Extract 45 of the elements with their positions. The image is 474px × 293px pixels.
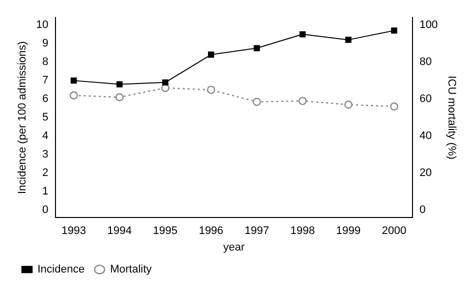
x-tick-label: 1996 [198, 225, 224, 238]
point [254, 45, 260, 52]
y-tick-label: 5 [42, 112, 48, 124]
legend-label: Mortality [110, 264, 152, 276]
point [70, 91, 78, 100]
y2-tick-label: 40 [419, 130, 432, 142]
point [391, 27, 398, 34]
x-tick-label: 1995 [153, 225, 178, 238]
y-tick-label: 2 [42, 167, 48, 180]
y-tick-label: 0 [42, 204, 48, 216]
y-tick-label: 1 [42, 186, 48, 198]
x-tick-label: 1997 [244, 225, 270, 238]
y-tick-label: 4 [42, 130, 48, 142]
point [206, 86, 216, 94]
x-tick-label: 2000 [382, 225, 406, 238]
point [344, 100, 352, 109]
y-tick-label: 9 [42, 38, 48, 50]
y2-tick-label: 100 [419, 19, 438, 32]
point [70, 77, 77, 84]
legend-label: Incidence [38, 264, 85, 276]
y-tick-label: 8 [42, 56, 48, 68]
point [298, 96, 307, 106]
x-tick-label: 1994 [107, 225, 132, 238]
y-tick-label: 6 [42, 93, 48, 106]
y2-tick-label: 80 [419, 56, 432, 68]
point [390, 102, 398, 111]
y2-tick-label: 20 [419, 167, 432, 180]
y-axis-title: Incidence (per 100 admissions) [16, 41, 29, 194]
point [116, 81, 123, 88]
y-tick-label: 7 [42, 74, 48, 87]
y2-tick-label: 0 [419, 204, 426, 216]
point [115, 93, 124, 102]
x-tick-label: 1993 [62, 225, 86, 238]
y2-axis-title: ICU mortality (%) [445, 76, 458, 160]
x-tick-label: 1999 [336, 225, 361, 238]
point [208, 52, 214, 58]
point [345, 36, 352, 43]
point [300, 31, 306, 38]
point [162, 79, 168, 86]
y-tick-label: 3 [42, 148, 48, 161]
point [252, 98, 261, 106]
x-tick-label: 1998 [290, 225, 315, 238]
x-axis-title: year [223, 241, 245, 254]
y-tick-label: 10 [36, 19, 48, 32]
y2-tick-label: 60 [419, 93, 432, 106]
